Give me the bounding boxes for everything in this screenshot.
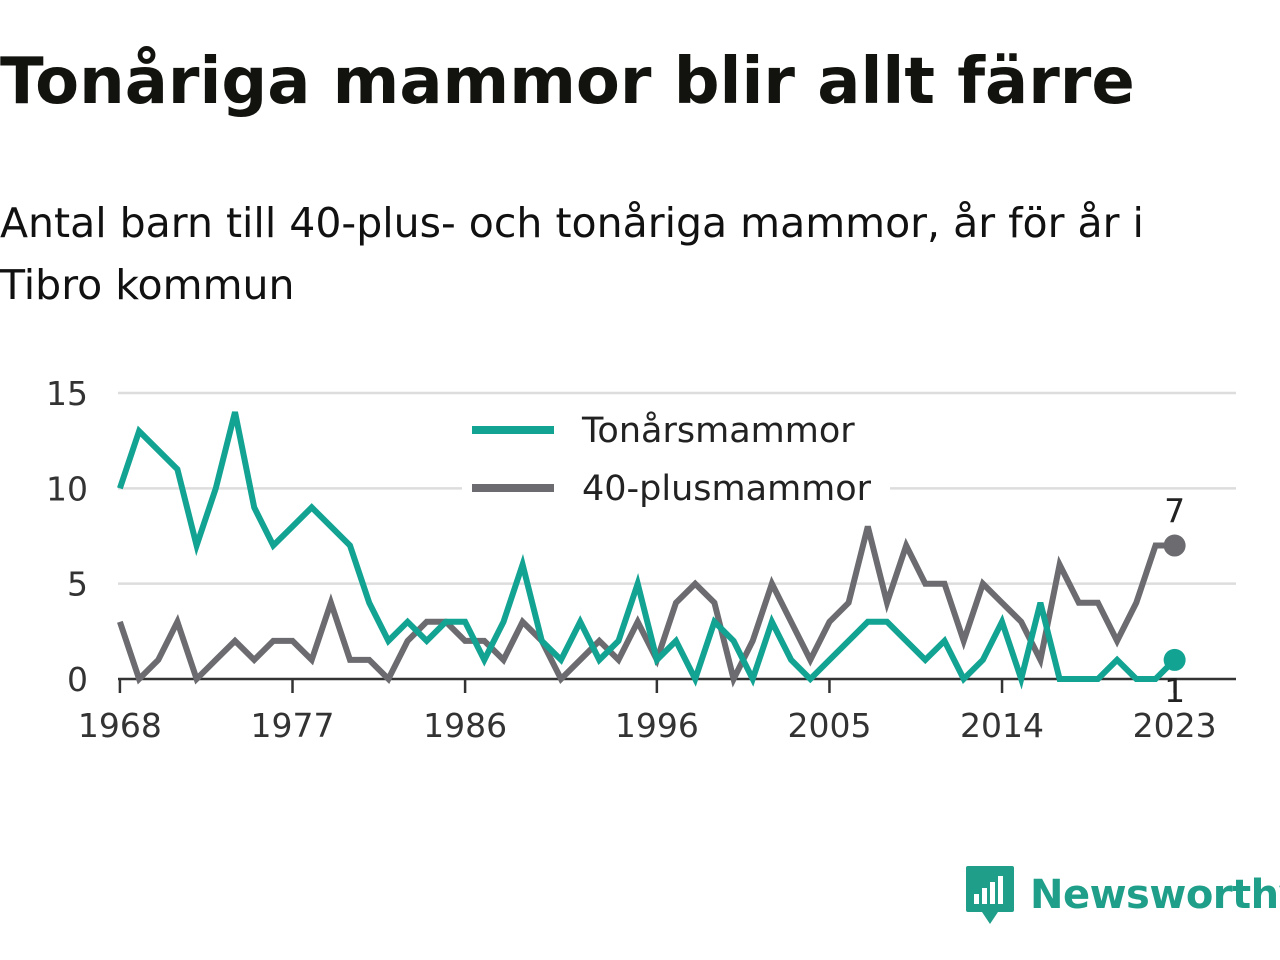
y-tick-label: 5 [67, 565, 88, 604]
y-tick-label: 15 [46, 374, 88, 413]
x-tick-label: 1968 [78, 706, 162, 745]
y-tick-label: 0 [67, 660, 88, 699]
series-line-40-plusmammor [117, 525, 1175, 688]
end-point-marker [1163, 534, 1186, 557]
x-axis: 1968 1977 1986 1996 2005 2014 2023 [78, 677, 1236, 745]
legend: Tonårsmammor 40-plusmammor [462, 404, 890, 516]
newsworthy-brand: Newsworthy [964, 862, 1280, 928]
chart-title: Tonåriga mammor blir allt färre [0, 45, 1135, 119]
x-tick-label: 1977 [251, 706, 335, 745]
end-labels: 17 [1163, 492, 1186, 710]
series-line-tonarsmammor [117, 411, 1177, 690]
legend-background [462, 404, 890, 516]
x-tick-label: 1986 [423, 706, 507, 745]
series-lines [117, 411, 1177, 690]
x-tick-label: 2023 [1133, 706, 1217, 745]
x-tick-label: 1996 [615, 706, 699, 745]
x-tick-label: 2014 [960, 706, 1044, 745]
legend-label: 40-plusmammor [582, 469, 872, 509]
end-value-label: 7 [1164, 492, 1185, 531]
x-tick-label: 2005 [787, 706, 871, 745]
brand-name: Newsworthy [1030, 872, 1280, 918]
legend-label: Tonårsmammor [581, 410, 855, 451]
y-tick-label: 10 [46, 469, 88, 508]
end-point-marker [1163, 648, 1186, 671]
y-axis-tick-labels: 0 5 10 15 [46, 374, 88, 699]
end-value-label: 1 [1164, 671, 1185, 710]
chart-subtitle: Antal barn till 40-plus- och tonåriga ma… [0, 199, 1144, 309]
newsworthy-logo-icon [966, 866, 1014, 924]
